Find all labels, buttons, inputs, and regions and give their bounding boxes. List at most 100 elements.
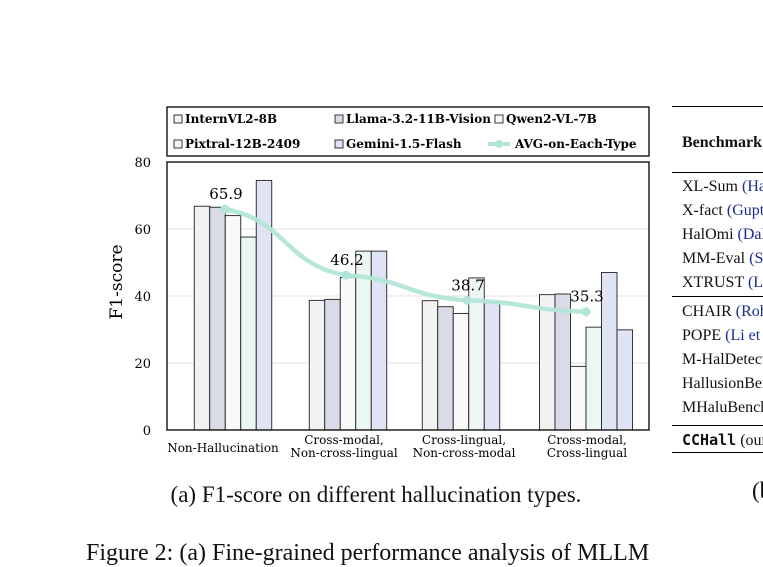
table-row: CCHall (ours)	[682, 431, 763, 450]
y-tick-label: 60	[134, 223, 151, 238]
bar	[308, 299, 326, 431]
x-category-labels: Non-HallucinationCross-modal,Non-cross-l…	[167, 433, 627, 460]
x-category-label: Cross-modal,	[547, 433, 627, 447]
legend-label: InternVL2-8B	[185, 112, 277, 126]
y-tick-label: 20	[134, 357, 151, 372]
bar	[240, 236, 257, 431]
table-header-rule	[672, 172, 763, 173]
table-ours-rule	[672, 425, 763, 426]
legend-swatch	[494, 114, 504, 124]
avg-point	[341, 270, 351, 280]
benchmark-citation: (Gupta	[726, 202, 763, 219]
plot-frame	[166, 161, 650, 431]
legend-label: Pixtral-12B-2409	[185, 137, 300, 151]
x-category-label: Non-cross-lingual	[290, 446, 398, 460]
legend: InternVL2-8B Llama-3.2-11B-Vision Qwen2-VL…	[166, 106, 650, 157]
legend-label: Gemini-1.5-Flash	[346, 137, 462, 151]
avg-series-line	[224, 207, 587, 314]
legend-swatch	[173, 114, 183, 124]
legend-frame	[166, 106, 650, 157]
y-tick-label: 40	[134, 290, 151, 305]
figure-caption: Figure 2: (a) Fine-grained performance a…	[86, 540, 650, 566]
x-category-label: Non-cross-modal	[413, 446, 516, 460]
legend-swatch	[173, 139, 183, 149]
benchmark-name: M-HalDetect	[682, 351, 763, 368]
y-tick-label: 80	[134, 156, 151, 171]
benchmark-name: XL-Sum	[682, 178, 738, 195]
table-mid-rule	[672, 296, 763, 297]
table-row: M-HalDetect	[682, 351, 763, 369]
bar	[483, 302, 501, 431]
chart: 65.9 46.2 38.7 35.3 0 20 40 60 80 Non-Hallucina…	[107, 106, 650, 460]
benchmark-name: HallusionBench	[682, 375, 763, 392]
bar	[539, 294, 556, 431]
table-row: HalOmi (Dale	[682, 226, 763, 244]
bar	[601, 272, 618, 431]
bar	[209, 206, 226, 431]
table-top-rule	[672, 106, 763, 108]
x-category-label: Cross-lingual	[547, 446, 627, 460]
legend-label: Llama-3.2-11B-Vision	[346, 112, 491, 126]
benchmark-citation: (Son	[749, 250, 763, 267]
legend-swatch	[334, 139, 344, 149]
benchmark-citation: (Hasan	[742, 178, 763, 195]
table-row: CHAIR (Rohrbach	[682, 303, 763, 321]
table-row: POPE (Li et al.	[682, 327, 763, 345]
bar	[421, 300, 439, 431]
avg-data-label: 46.2	[330, 251, 363, 269]
legend-label: Qwen2-VL-7B	[506, 112, 597, 126]
bar	[255, 179, 273, 431]
bar	[452, 312, 470, 431]
bar	[193, 205, 211, 431]
subfigure-caption-b: (b	[752, 478, 763, 503]
benchmark-name: CHAIR	[682, 303, 732, 320]
x-category-label: Cross-modal,	[304, 433, 384, 447]
benchmark-name: X-fact	[682, 202, 723, 219]
benchmark-name: HalOmi	[682, 226, 734, 243]
bar	[339, 277, 357, 431]
bar	[324, 298, 341, 431]
legend-swatch	[334, 114, 344, 124]
bar	[570, 365, 587, 431]
benchmark-citation: (Li	[747, 274, 763, 291]
table-row: XTRUST (Li	[682, 274, 763, 292]
avg-point	[581, 307, 591, 317]
table-header: Benchmark	[682, 134, 762, 151]
subfigure-caption: (a) F1-score on different hallucination …	[170, 482, 582, 507]
avg-data-label: 38.7	[451, 276, 484, 294]
table-row: HallusionBench	[682, 375, 763, 393]
benchmark-name: POPE	[682, 327, 722, 344]
table-bottom-rule	[672, 452, 763, 454]
benchmark-citation: (Dale	[737, 226, 763, 243]
bar	[224, 215, 242, 431]
table-row: X-fact (Gupta	[682, 202, 763, 220]
table-row: MM-Eval (Son	[682, 250, 763, 268]
benchmark-citation: (ours)	[740, 432, 763, 449]
benchmark-name: MM-Eval	[682, 250, 746, 267]
benchmark-name: XTRUST	[682, 274, 744, 291]
benchmark-citation: (Li et al.	[725, 327, 763, 344]
avg-data-label: 35.3	[570, 288, 603, 306]
avg-data-label: 65.9	[209, 185, 242, 203]
legend-avg-marker	[495, 140, 503, 148]
x-category-label: Non-Hallucination	[167, 441, 279, 455]
benchmark-name: CCHall	[682, 431, 737, 449]
bar	[437, 306, 454, 431]
bars	[193, 179, 633, 431]
avg-point	[220, 204, 230, 214]
benchmark-citation: (Rohrbach	[735, 303, 763, 320]
y-ticks: 0 20 40 60 80	[134, 156, 151, 439]
y-tick-label: 0	[143, 424, 151, 439]
benchmark-name: MHaluBench	[682, 399, 763, 416]
bar	[616, 329, 633, 431]
x-category-label: Cross-lingual,	[422, 433, 506, 447]
legend-label: AVG-on-Each-Type	[514, 137, 637, 151]
table-row: MHaluBench	[682, 399, 763, 417]
avg-line: 65.9 46.2 38.7 35.3	[209, 185, 604, 317]
table-row: XL-Sum (Hasan	[682, 178, 763, 196]
avg-point	[462, 295, 472, 305]
bar	[585, 326, 602, 431]
bar	[554, 293, 571, 431]
benchmark-table: Benchmark XL-Sum (Hasan X-fact (Gupta HalO…	[672, 106, 763, 454]
y-axis-label: F1-score	[107, 244, 127, 319]
